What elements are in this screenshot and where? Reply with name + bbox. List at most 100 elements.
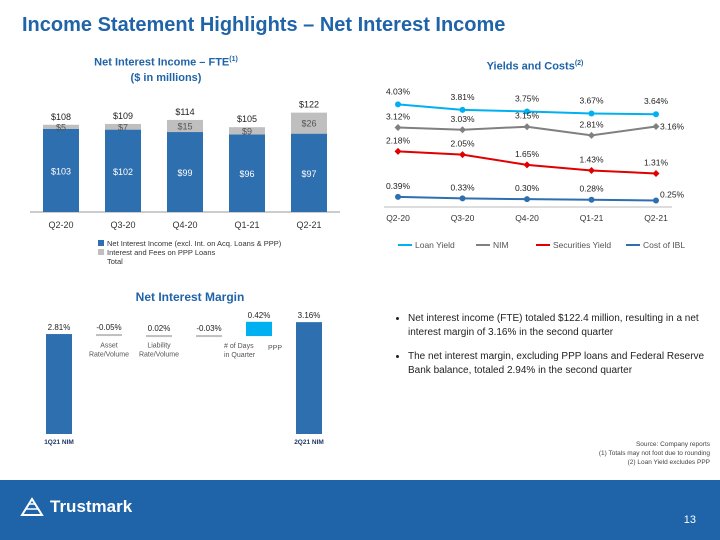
commentary-item: The net interest margin, excluding PPP l… — [408, 350, 720, 378]
x-tick-label: Q4-20 — [172, 220, 197, 230]
nii-core-bar — [167, 132, 203, 212]
trustmark-logo-icon — [20, 497, 44, 516]
nim-category-label: 2Q21 NIM — [294, 439, 324, 446]
x-tick-label: Q2-20 — [48, 220, 73, 230]
nii-ppp-bar — [105, 123, 141, 130]
x-tick-label: Q2-21 — [296, 220, 321, 230]
x-tick-label: Q2-20 — [386, 213, 410, 223]
nim-total-bar — [46, 334, 72, 434]
logo-text: Trustmark — [50, 497, 133, 516]
data-point — [459, 151, 466, 159]
nim-category-label: # of Days — [224, 343, 254, 350]
source-notes: Source: Company reports (1) Totals may n… — [599, 440, 710, 467]
footnote-1: (1) Totals may not foot due to rounding — [598, 450, 710, 457]
nim-category-label: Asset — [100, 343, 118, 350]
nii-core-label: $96 — [239, 169, 254, 179]
data-point — [653, 197, 659, 204]
data-point — [394, 147, 402, 155]
nim-category-label: Rate/Volume — [89, 352, 129, 359]
nii-total-label: $105 — [237, 114, 257, 124]
nii-total-label: $108 — [51, 112, 71, 122]
data-label: 0.33% — [450, 182, 475, 192]
x-tick-label: Q4-20 — [515, 213, 539, 223]
nim-delta-bar — [196, 335, 222, 338]
data-point — [459, 195, 466, 202]
x-tick-label: Q3-20 — [110, 220, 135, 230]
page-title: Income Statement Highlights – Net Intere… — [22, 14, 506, 36]
nii-core-bar — [291, 133, 327, 212]
nii-ppp-label: $7 — [118, 122, 128, 132]
data-label: 2.05% — [450, 139, 475, 149]
data-point — [588, 196, 595, 203]
data-point — [459, 106, 466, 113]
nii-core-label: $102 — [113, 167, 133, 177]
data-label: 3.12% — [386, 111, 411, 121]
nii-total-label: $122 — [299, 100, 319, 110]
nii-ppp-bar — [229, 127, 265, 135]
commentary-list: Net interest income (FTE) totaled $122.4… — [394, 312, 720, 388]
data-point — [588, 166, 595, 174]
nii-ppp-label: $15 — [177, 121, 192, 131]
nii-core-bar — [229, 134, 265, 212]
x-tick-label: Q1-21 — [580, 213, 604, 223]
data-label: 3.03% — [450, 114, 475, 124]
yields-line-chart: Q2-20 Q3-20 Q4-20 Q1-21 Q2-21 4.03% 3.81% 3.75%… — [384, 88, 685, 250]
data-label: 3.15% — [515, 111, 540, 121]
legend-label: Cost of IBL — [643, 240, 685, 250]
legend-swatch-core — [98, 240, 104, 246]
nii-bar-chart: $103 $5$108 Q2-20 $102 $7$109 Q3-20 $99 $15 $114… — [30, 100, 340, 266]
legend-label-total: Total — [107, 257, 123, 266]
data-point — [459, 126, 466, 134]
nii-core-bar — [43, 128, 79, 212]
legend-label: Loan Yield — [415, 240, 455, 250]
data-label: 1.65% — [515, 149, 540, 159]
data-point — [653, 111, 659, 118]
nim-category-label: Liability — [147, 343, 171, 350]
yields-title-footnote: (2) — [574, 60, 584, 67]
nii-core-bar — [105, 129, 141, 212]
data-label: 0.25% — [660, 189, 685, 199]
yields-title-text: Yields and Costs — [486, 60, 575, 73]
data-point — [652, 122, 660, 130]
legend-label-core: Net Interest Income (excl. Int. on Acq. … — [107, 239, 282, 248]
nim-total-bar — [296, 322, 322, 434]
data-label: 0.30% — [515, 183, 540, 193]
legend-label: NIM — [493, 240, 509, 250]
nii-total-label: $109 — [113, 111, 133, 121]
nim-category-label: 1Q21 NIM — [44, 439, 74, 446]
x-tick-label: Q1-21 — [234, 220, 259, 230]
data-label: 3.75% — [515, 93, 540, 103]
data-point — [523, 123, 531, 131]
nii-ppp-bar — [291, 112, 327, 134]
nim-category-label: Rate/Volume — [139, 352, 179, 359]
nii-total-label: $114 — [175, 107, 194, 117]
nim-value-label: -0.03% — [196, 324, 221, 333]
data-point — [395, 101, 401, 108]
nii-chart-title: Net Interest Income – FTE(1) ($ in milli… — [56, 52, 276, 86]
nim-category-label: PPP — [268, 345, 282, 352]
source-line: Source: Company reports — [635, 441, 710, 448]
nim-category-label: in Quarter — [224, 352, 256, 359]
nim-value-label: 0.02% — [148, 324, 171, 333]
footer-bar: Trustmark 13 — [0, 480, 720, 540]
nii-ppp-bar — [43, 124, 79, 129]
nii-core-label: $103 — [51, 166, 71, 176]
page-number: 13 — [683, 514, 696, 526]
nii-ppp-label: $26 — [301, 119, 316, 129]
data-label: 1.31% — [644, 157, 669, 167]
nim-chart-title: Net Interest Margin — [135, 290, 245, 304]
nim-value-label: 0.42% — [248, 311, 271, 320]
nii-ppp-label: $5 — [56, 122, 66, 132]
x-tick-label: Q3-20 — [451, 213, 475, 223]
data-label: 4.03% — [386, 88, 411, 96]
nim-delta-bar — [96, 334, 122, 337]
nii-ppp-bar — [167, 119, 203, 133]
x-tick-label: Q2-21 — [644, 213, 668, 223]
yields-chart-title: Yields and Costs(2) — [455, 56, 615, 75]
data-label: 3.16% — [660, 121, 685, 131]
data-point — [524, 196, 530, 203]
legend-label-ppp: Interest and Fees on PPP Loans — [107, 248, 216, 257]
data-label: 2.18% — [386, 135, 411, 145]
nii-core-label: $97 — [301, 169, 316, 179]
data-point — [523, 161, 531, 169]
